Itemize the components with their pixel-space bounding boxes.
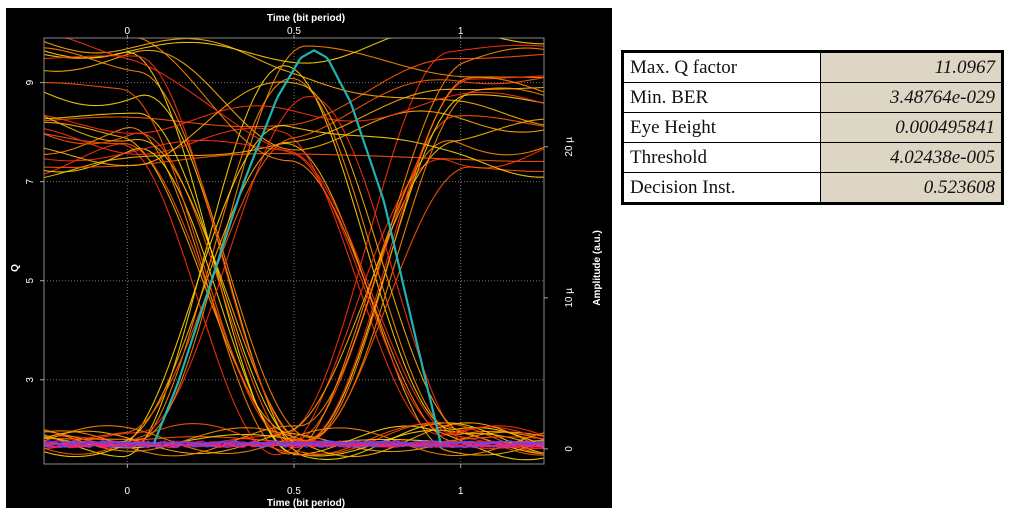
y-tick-label-left: 3 <box>25 377 36 383</box>
q-factor-curve <box>152 49 442 444</box>
zero-level-noise-trace <box>43 440 545 445</box>
metric-value: 0.523608 <box>820 172 1002 203</box>
eye-trace <box>43 118 545 455</box>
metric-row: Decision Inst. 0.523608 <box>623 172 1002 203</box>
metric-row: Threshold 4.02438e-005 <box>623 142 1002 173</box>
eye-trace <box>43 53 545 128</box>
eye-trace <box>43 142 545 456</box>
metric-value: 11.0967 <box>820 52 1002 83</box>
metric-label: Threshold <box>623 142 821 173</box>
eye-trace <box>43 139 545 450</box>
x-tick-label-top: 0.5 <box>287 26 301 37</box>
x-axis-title-bottom: Time (bit period) <box>267 498 345 508</box>
metric-row: Max. Q factor 11.0967 <box>623 52 1002 83</box>
eye-trace <box>43 86 545 445</box>
y-tick-label-right: 0 <box>564 446 575 452</box>
eye-trace <box>43 126 545 455</box>
metric-label: Decision Inst. <box>623 172 821 203</box>
y-axis-title-left: Q <box>10 264 21 272</box>
eye-diagram-chart: 0 0 0.5 0.5 1 1 Time (bit period) Time (bit per… <box>6 8 612 508</box>
x-tick-label-bottom: 0 <box>125 486 131 497</box>
eye-trace <box>43 38 545 126</box>
x-tick-label-bottom: 1 <box>458 486 464 497</box>
eye-diagram-panel: 0 0 0.5 0.5 1 1 Time (bit period) Time (bit per… <box>6 8 612 508</box>
x-tick-label-top: 0 <box>125 26 131 37</box>
x-tick-label-bottom: 0.5 <box>287 486 301 497</box>
metric-value: 0.000495841 <box>820 112 1002 143</box>
eye-trace <box>43 91 545 134</box>
x-axis-title-top: Time (bit period) <box>267 13 345 24</box>
y-tick-label-right: 20 µ <box>564 137 575 157</box>
metrics-table: Max. Q factor 11.0967 Min. BER 3.48764e-029… <box>621 50 1004 205</box>
eye-trace <box>44 45 545 440</box>
metric-row: Eye Height 0.000495841 <box>623 112 1002 143</box>
y-tick-label-left: 9 <box>25 79 36 85</box>
metric-value: 4.02438e-005 <box>820 142 1002 173</box>
y-axis-title-right: Amplitude (a.u.) <box>592 230 603 306</box>
metric-row: Min. BER 3.48764e-029 <box>623 82 1002 113</box>
metric-label: Min. BER <box>623 82 821 113</box>
eye-trace <box>43 55 545 443</box>
eye-trace <box>43 82 545 447</box>
x-tick-label-top: 1 <box>458 26 464 37</box>
eye-trace <box>43 115 545 442</box>
eye-trace <box>43 132 545 455</box>
eye-trace <box>44 37 545 437</box>
metric-value: 3.48764e-029 <box>820 82 1002 113</box>
y-tick-label-left: 7 <box>25 178 36 184</box>
eye-trace <box>43 76 545 452</box>
zero-level-noise-trace <box>43 442 545 447</box>
metric-label: Eye Height <box>623 112 821 143</box>
y-tick-label-left: 5 <box>25 278 36 284</box>
eye-trace <box>43 49 545 151</box>
y-tick-label-right: 10 µ <box>564 288 575 308</box>
metric-label: Max. Q factor <box>623 52 821 83</box>
